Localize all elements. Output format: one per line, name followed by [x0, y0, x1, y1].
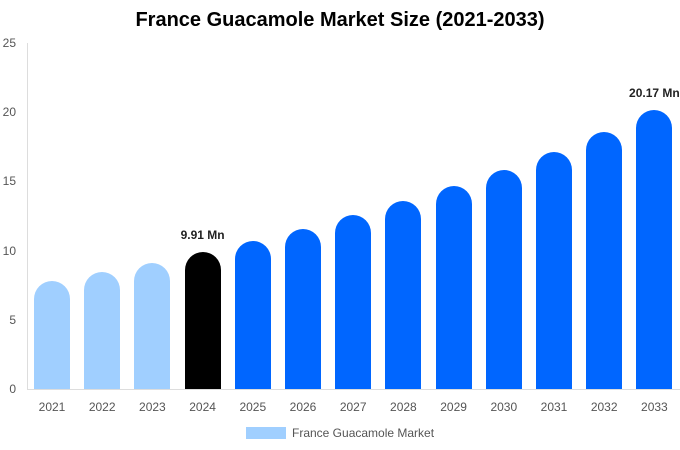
- bar-2024[interactable]: [184, 251, 221, 389]
- data-label: 9.91 Mn: [180, 227, 225, 242]
- x-tick-label: 2022: [88, 400, 116, 414]
- legend-swatch: [246, 427, 286, 439]
- x-tick-label: 2029: [440, 400, 467, 414]
- bar-2023[interactable]: [134, 263, 171, 389]
- y-tick-label: 15: [2, 174, 16, 189]
- x-tick-label: 2021: [38, 400, 66, 414]
- x-tick-label: 2025: [239, 400, 267, 414]
- bar-2032[interactable]: [586, 132, 623, 389]
- bar-2025[interactable]: [234, 240, 271, 389]
- x-tick-label: 2031: [540, 400, 568, 414]
- y-tick-label: 25: [2, 36, 16, 50]
- x-tick-label: 2033: [641, 400, 668, 414]
- x-tick-label: 2026: [289, 400, 317, 414]
- y-axis-line: [27, 43, 28, 389]
- y-tick-label: 0: [9, 382, 16, 396]
- x-tick-label: 2024: [189, 400, 216, 414]
- bar-2027[interactable]: [335, 215, 372, 389]
- y-tick-label: 20: [2, 105, 16, 120]
- bar-2030[interactable]: [485, 170, 522, 389]
- legend[interactable]: France Guacamole Market: [246, 426, 434, 440]
- data-label: 20.17 Mn: [629, 85, 680, 100]
- bar-2026[interactable]: [285, 229, 321, 389]
- x-tick-label: 2032: [590, 400, 618, 414]
- x-tick-label: 2023: [139, 400, 166, 414]
- bar-2028[interactable]: [385, 201, 422, 389]
- y-tick-label: 5: [9, 312, 16, 327]
- chart-title: France Guacamole Market Size (2021-2033): [135, 9, 545, 31]
- bar-2033[interactable]: [636, 109, 673, 389]
- bar-2031[interactable]: [536, 152, 572, 389]
- legend-label: France Guacamole Market: [292, 426, 435, 440]
- x-tick-label: 2028: [390, 400, 417, 414]
- bar-2021[interactable]: [34, 281, 70, 389]
- bar-2022[interactable]: [84, 272, 121, 389]
- bar-2029[interactable]: [435, 186, 472, 389]
- y-tick-label: 10: [2, 243, 16, 258]
- x-tick-label: 2030: [490, 400, 518, 414]
- x-tick-label: 2027: [339, 400, 367, 414]
- x-axis-line: [27, 389, 680, 390]
